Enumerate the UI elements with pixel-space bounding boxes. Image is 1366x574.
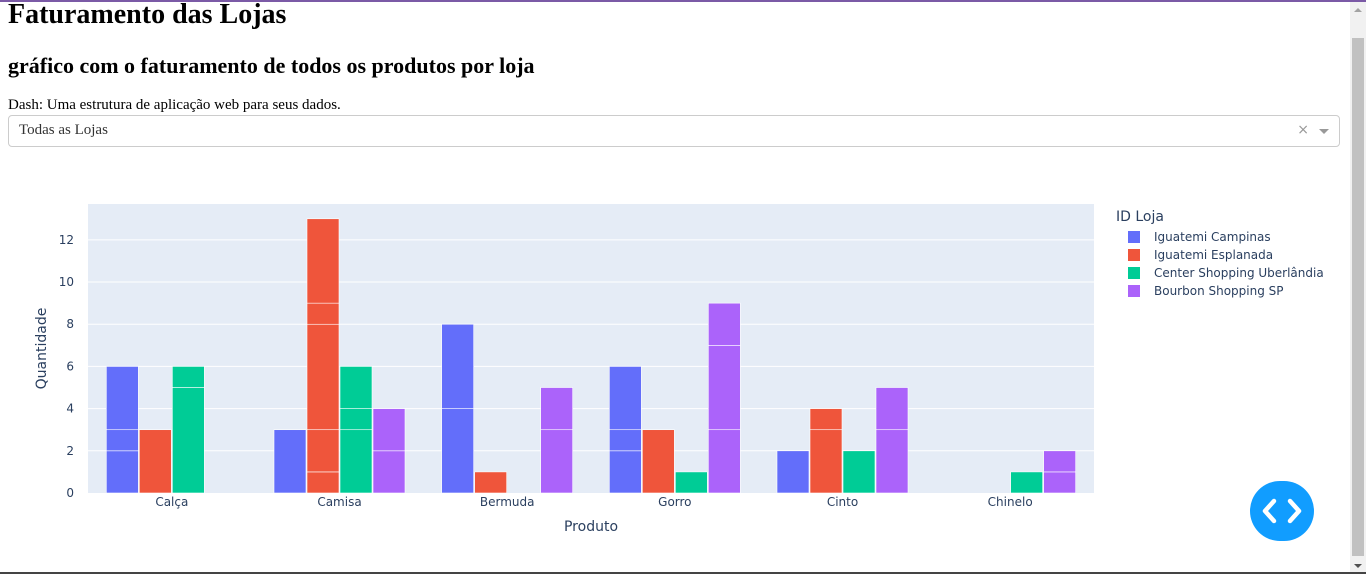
chevron-down-icon[interactable] — [1319, 129, 1329, 134]
bar-segment — [339, 429, 373, 494]
bar-segment — [875, 429, 909, 494]
y-tick-label: 0 — [66, 486, 74, 500]
bar-segment — [609, 366, 642, 431]
y-tick-label: 4 — [66, 402, 74, 416]
bar-segment — [306, 429, 340, 473]
clear-icon[interactable]: × — [1297, 122, 1309, 138]
legend-item-label: Iguatemi Campinas — [1154, 230, 1271, 244]
bar-segment — [172, 387, 205, 494]
bar-segment — [441, 323, 474, 409]
bar-segment — [708, 429, 741, 494]
bar-segment — [609, 450, 642, 494]
bar-segment — [842, 450, 876, 494]
legend-item-label: Bourbon Shopping SP — [1154, 284, 1284, 298]
page-subtitle: gráfico com o faturamento de todos os pr… — [8, 53, 535, 78]
x-axis-title: Produto — [564, 519, 618, 535]
legend-swatch — [1128, 285, 1140, 297]
bar-segment — [1043, 450, 1076, 473]
bar-segment — [339, 366, 373, 409]
dropdown-selected-value: Todas as Lojas — [19, 122, 108, 138]
bar-segment — [339, 408, 373, 431]
x-tick-label: Camisa — [317, 495, 361, 509]
code-icon — [1262, 498, 1302, 524]
bar-segment — [372, 450, 406, 494]
bar-segment — [306, 323, 340, 431]
bar-segment — [139, 429, 172, 494]
y-axis-title: Quantidade — [34, 308, 50, 390]
scroll-up-icon[interactable] — [1354, 8, 1362, 12]
bar-segment — [306, 302, 340, 325]
legend-title: ID Loja — [1116, 209, 1164, 225]
x-tick-label: Calça — [155, 495, 188, 509]
bar-segment — [642, 429, 675, 494]
bar-segment — [306, 471, 340, 494]
scroll-down-icon[interactable] — [1354, 564, 1362, 568]
bar-segment — [306, 218, 340, 304]
bar-segment — [1043, 471, 1076, 494]
window-bottom-border — [0, 572, 1366, 574]
bar-segment — [273, 429, 307, 494]
bar-segment — [474, 471, 507, 494]
page-title: Faturamento das Lojas — [8, 0, 287, 30]
legend-item-label: Iguatemi Esplanada — [1154, 248, 1273, 262]
legend-item-label: Center Shopping Uberlândia — [1154, 266, 1324, 280]
bar-segment — [106, 450, 139, 494]
bar-segment — [372, 408, 406, 452]
x-tick-label: Chinelo — [988, 495, 1033, 509]
vertical-scrollbar[interactable] — [1350, 2, 1366, 574]
dash-devtools-button[interactable] — [1250, 481, 1314, 541]
bar-segment — [708, 345, 741, 431]
bar-segment — [809, 429, 843, 494]
bar-segment — [708, 302, 741, 346]
bar-segment — [875, 387, 909, 431]
y-tick-label: 2 — [66, 444, 74, 458]
y-tick-label: 6 — [66, 359, 74, 373]
bar-segment — [106, 366, 139, 431]
legend-swatch — [1128, 249, 1140, 261]
x-tick-label: Cinto — [827, 495, 858, 509]
bar-segment — [1010, 471, 1043, 494]
y-tick-label: 10 — [59, 275, 74, 289]
bar-segment — [172, 366, 205, 388]
bar-segment — [540, 429, 573, 494]
y-tick-label: 8 — [66, 317, 74, 331]
x-tick-label: Bermuda — [480, 495, 535, 509]
bar-segment — [609, 429, 642, 452]
bar-segment — [776, 450, 810, 494]
legend-swatch — [1128, 267, 1140, 279]
x-tick-label: Gorro — [658, 495, 691, 509]
plot-background — [88, 204, 1094, 493]
bar-segment — [441, 408, 474, 494]
legend-swatch — [1128, 231, 1140, 243]
bar-segment — [106, 429, 139, 452]
scrollbar-thumb[interactable] — [1352, 38, 1364, 556]
page-description: Dash: Uma estrutura de aplicação web par… — [8, 97, 341, 113]
bar-chart: 0 2 4 6 8 10 12 Calça Camisa Bermuda Gorro Cinto Chi… — [34, 204, 1324, 535]
bar-segment — [809, 408, 843, 431]
store-dropdown[interactable]: Todas as Lojas × — [8, 115, 1340, 147]
bar-segment — [675, 471, 708, 494]
bar-segment — [540, 387, 573, 431]
y-tick-label: 12 — [59, 233, 74, 247]
